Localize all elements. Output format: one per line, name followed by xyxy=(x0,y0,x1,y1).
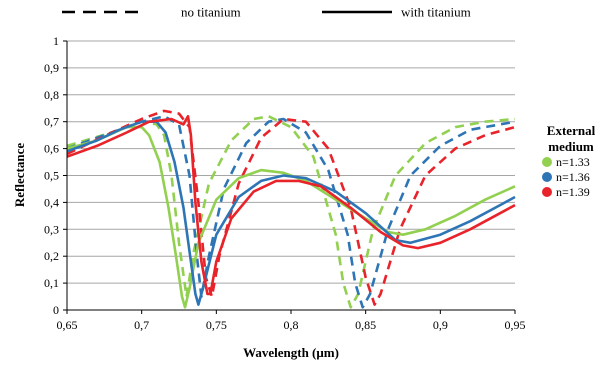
gridlines xyxy=(67,40,515,284)
medium-legend: External medium n=1.33n=1.36n=1.39 xyxy=(542,123,596,199)
tick-labels: 0 0,1 0,2 0,3 0,4 0,5 0,6 0,7 0,8 0,9 1 0,65 0,7 0,75… xyxy=(44,34,526,332)
legend-swatch xyxy=(542,187,552,197)
y-tick-label: 1 xyxy=(53,34,59,48)
style-legend: no titanium with titanium xyxy=(62,5,471,20)
y-tick-label: 0,7 xyxy=(44,115,59,129)
y-tick-label: 0,4 xyxy=(44,195,59,209)
plot-area xyxy=(66,109,516,309)
y-tick-label: 0,3 xyxy=(44,222,59,236)
y-tick-label: 0,9 xyxy=(44,61,59,75)
x-tick-label: 0,65 xyxy=(57,318,78,332)
legend-label: n=1.36 xyxy=(556,170,590,184)
x-tick-label: 0,7 xyxy=(134,318,149,332)
y-tick-label: 0,6 xyxy=(44,142,59,156)
legend-label: n=1.39 xyxy=(556,185,590,199)
series-line-133-no-titanium xyxy=(66,115,516,309)
series-line-139-no-titanium xyxy=(66,109,516,306)
series-line-133-with-titanium xyxy=(66,125,516,309)
legend-title-line2: medium xyxy=(548,139,594,154)
y-tick-label: 0,5 xyxy=(44,169,59,183)
y-tick-label: 0,1 xyxy=(44,276,59,290)
x-tick-label: 0,9 xyxy=(433,318,448,332)
style-legend-solid-label: with titanium xyxy=(401,5,471,20)
y-axis-title: Reflectance xyxy=(12,143,27,207)
y-tick-label: 0,8 xyxy=(44,88,59,102)
y-tick-label: 0 xyxy=(53,303,59,317)
x-tick-label: 0,8 xyxy=(284,318,299,332)
legend-label: n=1.33 xyxy=(556,155,590,169)
legend-swatch xyxy=(542,157,552,167)
x-axis-title: Wavelength (μm) xyxy=(243,345,339,360)
y-tick-label: 0,2 xyxy=(44,249,59,263)
x-tick-label: 0,85 xyxy=(355,318,376,332)
x-tick-label: 0,95 xyxy=(505,318,526,332)
axes xyxy=(63,40,516,314)
legend-swatch xyxy=(542,172,552,182)
series-line-139-with-titanium xyxy=(66,115,516,296)
legend-title-line1: External xyxy=(547,123,596,138)
series-line-136-with-titanium xyxy=(66,120,516,306)
series-line-136-no-titanium xyxy=(66,115,516,309)
style-legend-dashed-label: no titanium xyxy=(181,5,241,20)
x-tick-label: 0,75 xyxy=(206,318,227,332)
